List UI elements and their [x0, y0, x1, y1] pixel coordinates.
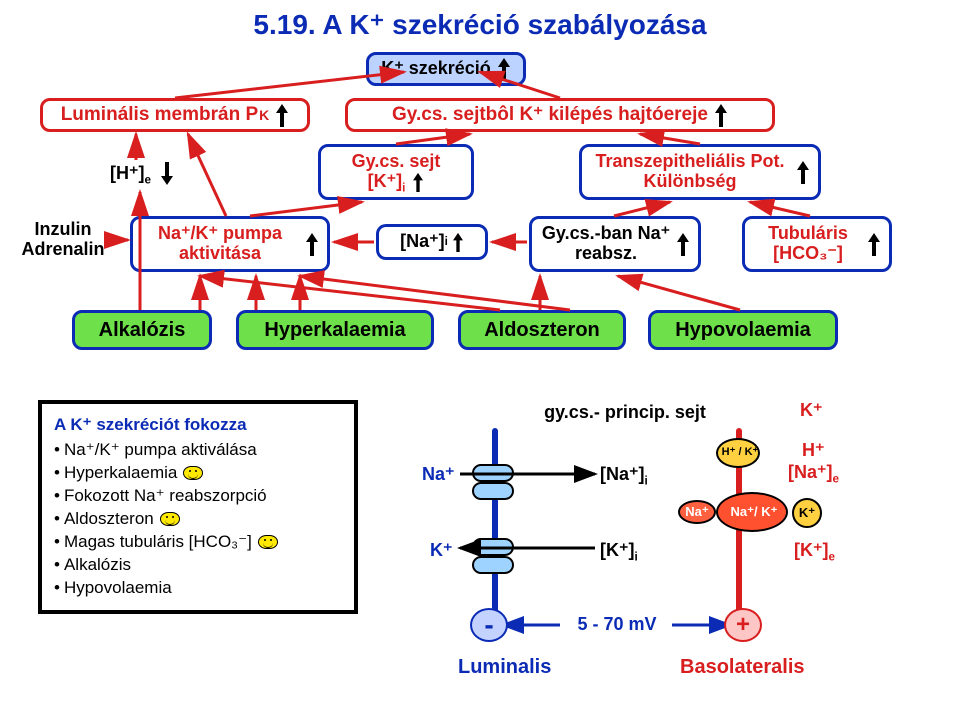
card-title: A K⁺ szekréciót fokozza — [54, 414, 342, 437]
card-list: Na⁺/K⁺ pumpa aktiválásaHyperkalaemiaFoko… — [54, 439, 342, 600]
down-arrow-icon — [160, 162, 174, 186]
nae-text: [Na⁺] — [788, 462, 833, 482]
up-arrow-icon — [412, 172, 424, 192]
na-small: Na⁺ — [678, 500, 716, 524]
minus-badge: - — [470, 608, 508, 642]
box-aldo: Aldoszteron — [458, 310, 626, 350]
up-arrow-icon — [305, 232, 319, 256]
box-szekrecio: K⁺ szekréció — [366, 52, 526, 86]
ke-label: [K⁺]e — [794, 540, 835, 561]
up-arrow-icon — [497, 57, 511, 81]
gycs-sejt: Gy.cs. sejt — [352, 152, 441, 172]
luminalis-sub: K — [259, 108, 269, 123]
page-title: 5.19. A K⁺ szekréció szabályozása — [0, 8, 960, 41]
driving-label: Gy.cs. sejtbôl K⁺ kilépés hajtóereje — [392, 105, 708, 126]
ki-row: [K⁺]i — [368, 172, 425, 192]
smile-icon — [258, 535, 278, 549]
luminalis-bottom: Luminalis — [458, 656, 551, 679]
nae-sub: e — [833, 473, 840, 486]
summary-card: A K⁺ szekréciót fokozza Na⁺/K⁺ pumpa akt… — [38, 400, 358, 614]
smile-icon — [183, 466, 203, 480]
card-item: Alkalózis — [54, 554, 342, 577]
szekrecio-label: K⁺ szekréció — [381, 59, 491, 79]
box-alkalozis: Alkalózis — [72, 310, 212, 350]
box-driving-force: Gy.cs. sejtbôl K⁺ kilépés hajtóereje — [345, 98, 775, 132]
kplus-circle: K⁺ — [792, 498, 822, 528]
tubularis-text: Tubuláris [HCO₃⁻] — [753, 224, 863, 264]
box-nai: [Na⁺]i — [376, 224, 488, 260]
up-arrow-icon — [676, 232, 690, 256]
cell-diagram: gy.cs.- princip. sejt Na⁺ K⁺ [Na⁺]i [K⁺]… — [400, 400, 940, 710]
k-i-label: [K⁺]i — [600, 540, 638, 561]
nak-label: Na⁺/K⁺ pumpa aktivitása — [141, 224, 299, 264]
box-tubularis: Tubuláris [HCO₃⁻] — [742, 216, 892, 272]
box-gycs-sejt-ki: Gy.cs. sejt [K⁺]i — [318, 144, 474, 200]
sub-i-2: i — [635, 551, 638, 564]
box-nak-pump: Na⁺/K⁺ pumpa aktivitása — [130, 216, 330, 272]
sub-i-1: i — [645, 475, 648, 488]
plus-badge: + — [724, 608, 762, 642]
gycs-ban-text: Gy.cs.-ban Na⁺ reabsz. — [540, 224, 672, 264]
box-gycs-ban: Gy.cs.-ban Na⁺ reabsz. — [529, 216, 701, 272]
hk-exchanger: H⁺ / K⁺ — [716, 438, 760, 468]
up-arrow-icon — [867, 232, 881, 256]
inzulin-label: Inzulin Adrenalin — [8, 220, 118, 260]
na-i-text: [Na⁺] — [600, 464, 645, 484]
nae-label: [Na⁺]e — [788, 462, 839, 483]
he-sub: e — [145, 173, 152, 186]
card-item: Fokozott Na⁺ reabszorpció — [54, 485, 342, 508]
up-arrow-icon — [275, 103, 289, 127]
hk-text: H⁺ / K⁺ — [720, 445, 760, 458]
k-i-text: [K⁺] — [600, 540, 635, 560]
box-hypovol: Hypovolaemia — [648, 310, 838, 350]
ki-text: [K⁺] — [368, 171, 403, 191]
box-luminalis-pk: Luminális membrán P K — [40, 98, 310, 132]
box-hyperk: Hyperkalaemia — [236, 310, 434, 350]
nak-atpase: Na⁺/ K⁺ — [716, 492, 788, 532]
ke-text: [K⁺] — [794, 540, 829, 560]
card-item: Hyperkalaemia — [54, 462, 342, 485]
baso-bottom: Basolateralis — [680, 656, 805, 679]
he-label: [H⁺]e — [110, 162, 174, 186]
card-item: Magas tubuláris [HCO₃⁻] — [54, 531, 342, 554]
mv-text: 5 - 70 mV — [562, 614, 672, 635]
card-item: Na⁺/K⁺ pumpa aktiválása — [54, 439, 342, 462]
smile-icon — [160, 512, 180, 526]
na-i-label: [Na⁺]i — [600, 464, 648, 485]
up-arrow-icon — [796, 160, 810, 184]
transz-label: Transzepitheliális Pot. Különbség — [590, 152, 790, 192]
card-item: Hypovolaemia — [54, 577, 342, 600]
luminalis-label: Luminális membrán P — [61, 105, 258, 126]
he-text: [H⁺] — [110, 163, 145, 183]
ke-sub: e — [829, 551, 836, 564]
nak-text: Na⁺/ K⁺ — [722, 504, 786, 520]
up-arrow-icon — [452, 232, 464, 252]
k-top: K⁺ — [800, 400, 823, 421]
card-item: Aldoszteron — [54, 508, 342, 531]
box-transz: Transzepitheliális Pot. Különbség — [579, 144, 821, 200]
h-label: H⁺ — [802, 440, 825, 461]
nai-text: [Na⁺] — [400, 232, 445, 252]
up-arrow-icon — [714, 103, 728, 127]
ki-sub: i — [402, 181, 405, 194]
